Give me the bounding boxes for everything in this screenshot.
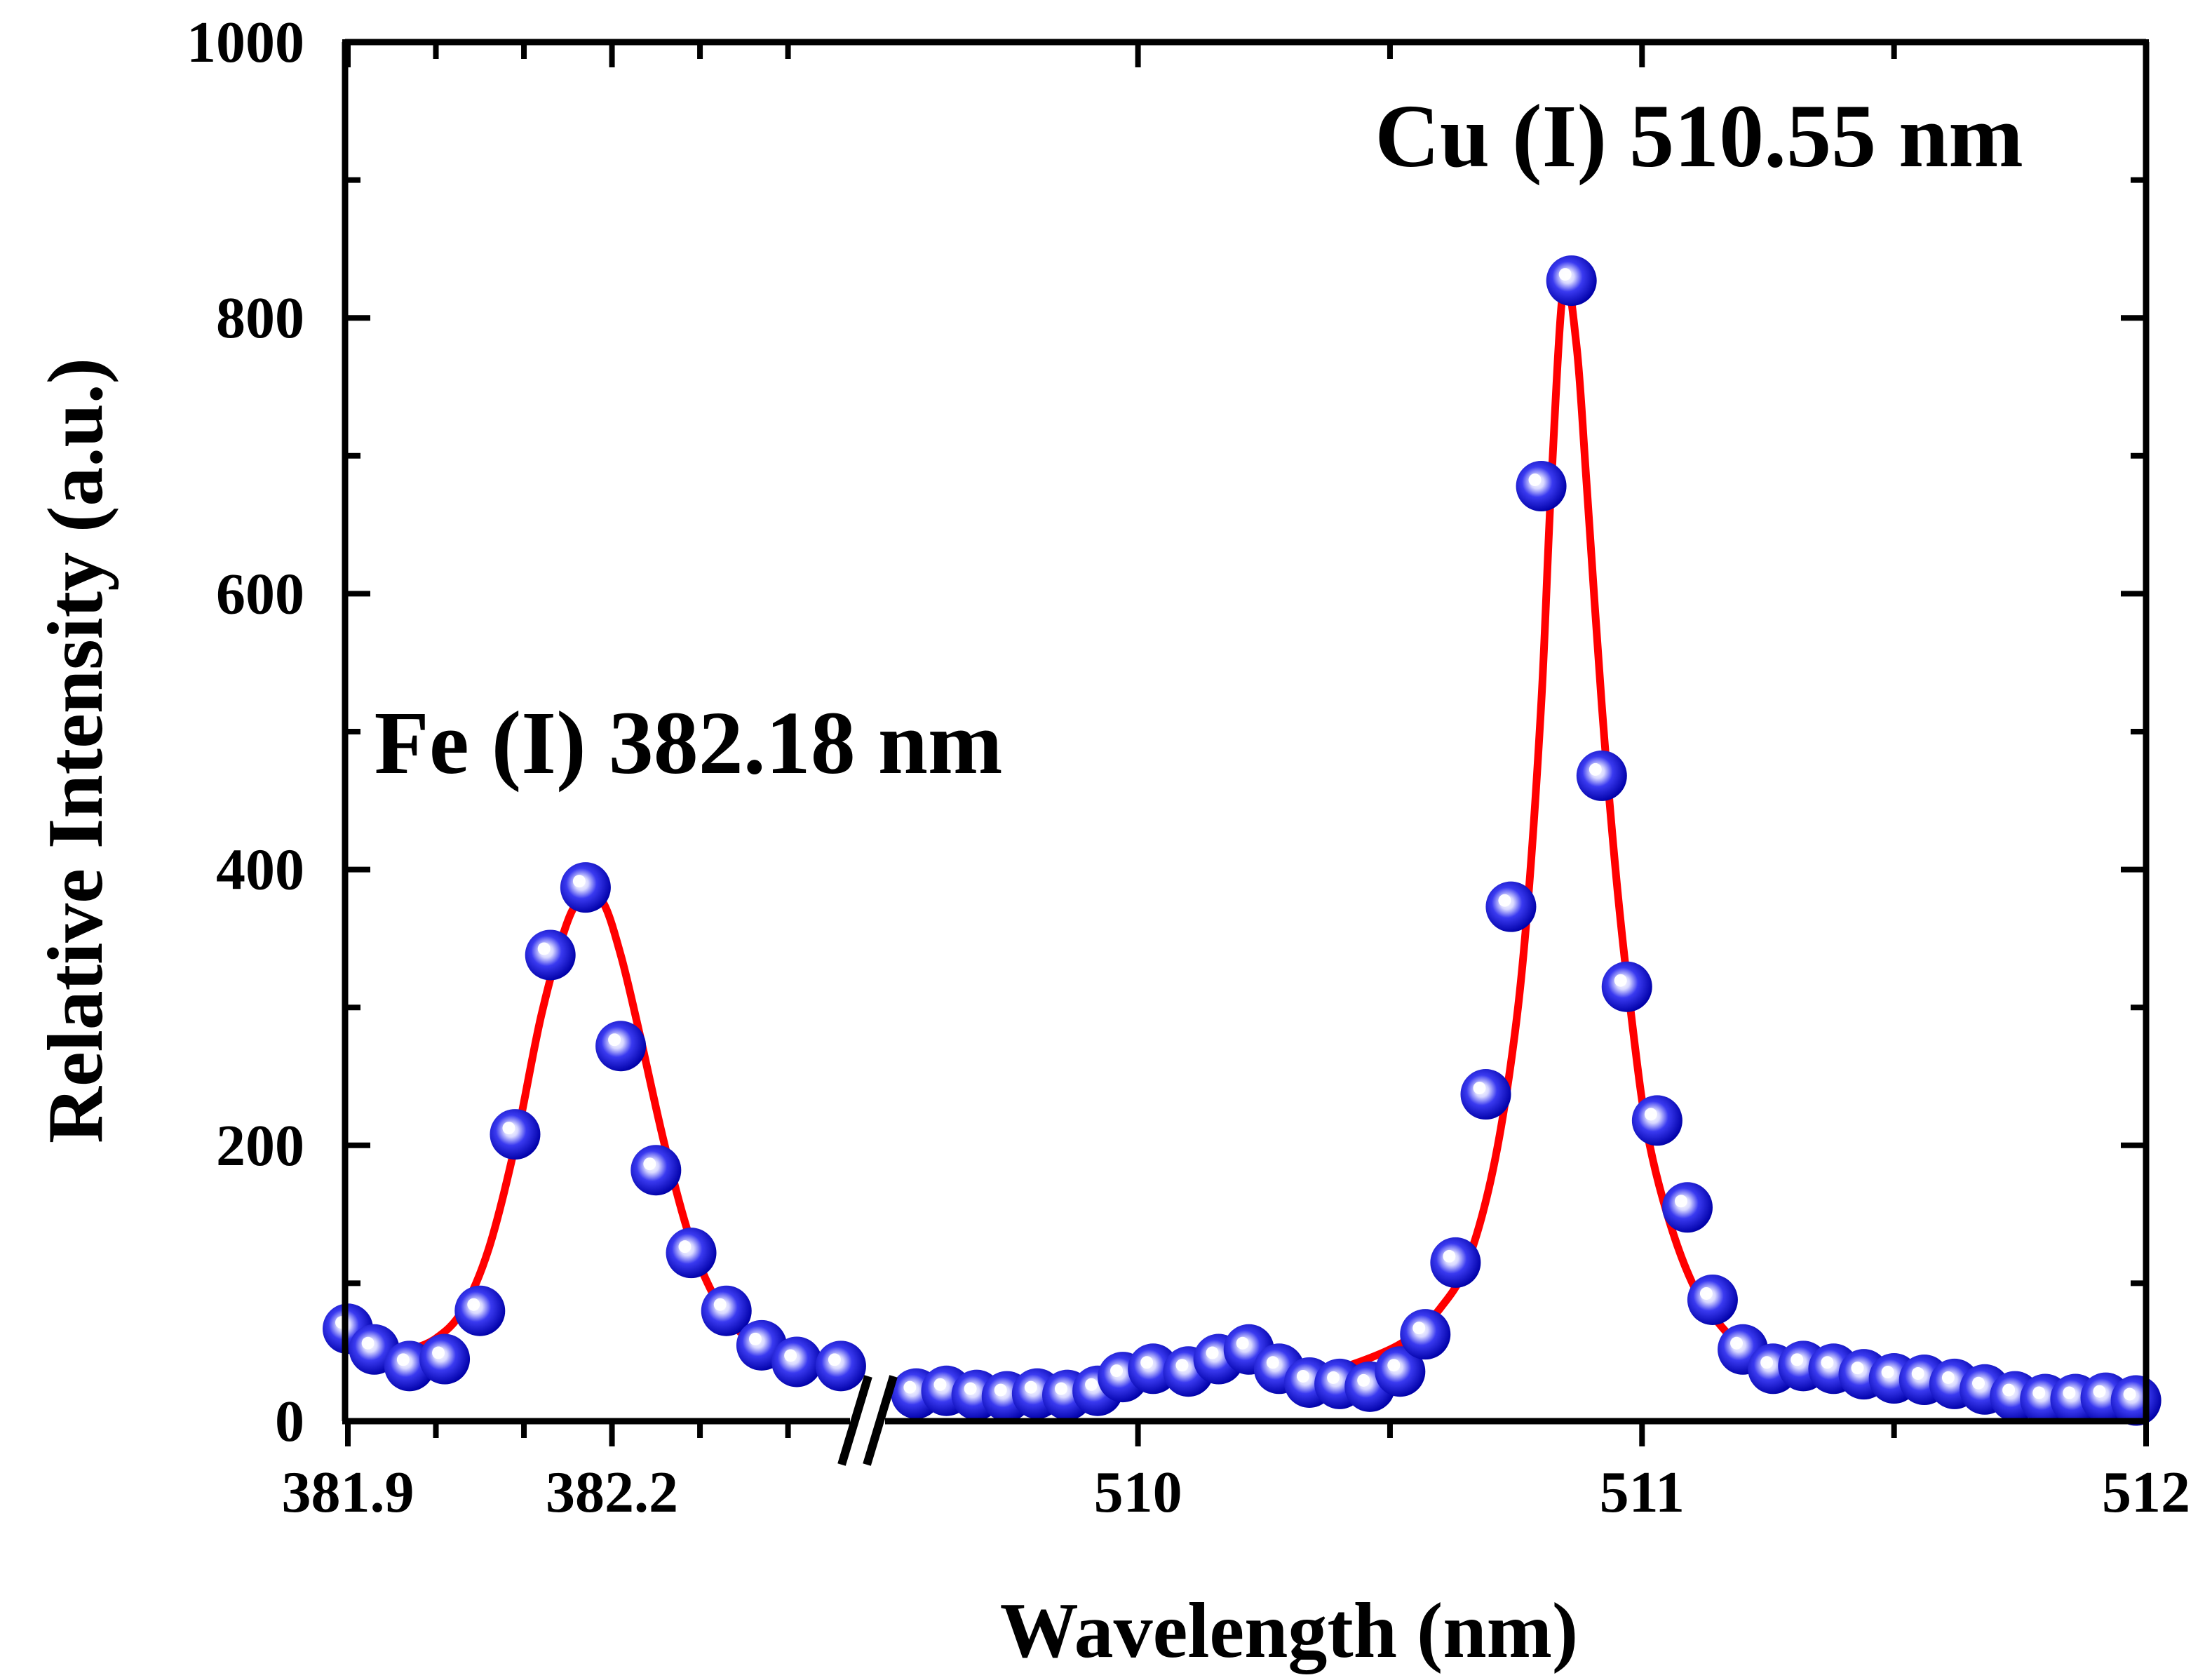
x-tick-label: 510 [1094,1460,1182,1525]
data-point [1516,461,1567,512]
cu-peak-annotation: Cu (I) 510.55 nm [1375,86,2023,186]
data-point [419,1333,471,1385]
data-point [771,1336,823,1387]
data-point [1460,1069,1511,1120]
axis-break-mark [837,1375,898,1466]
y-tick-label: 800 [216,285,304,351]
data-point [1400,1309,1451,1360]
x-axis-ticks: 381.9 382.2 510 511 512 [282,39,2190,1525]
data-point [630,1145,682,1196]
data-point [1576,750,1627,801]
axis-break-slash-2 [863,1375,898,1466]
data-point [1485,881,1537,932]
y-axis-ticks: 0 200 400 600 800 1000 [187,10,2149,1454]
data-point [666,1228,717,1279]
fe-peak-annotation: Fe (I) 382.18 nm [375,693,1003,793]
data-point [1430,1237,1481,1288]
data-point [525,929,576,981]
data-point [701,1285,752,1336]
data-point [595,1021,647,1072]
y-axis-title: Relative Intensity (a.u.) [32,358,119,1143]
data-point [815,1340,866,1392]
data-points [323,255,2162,1426]
y-tick-label: 400 [216,838,304,903]
axis-break-slash-1 [837,1375,872,1466]
data-point [1601,961,1652,1012]
data-point [454,1285,506,1336]
x-tick-label: 382.2 [546,1460,678,1525]
data-point [1375,1346,1426,1397]
fit-curve-1 [353,891,828,1364]
data-point [490,1109,541,1160]
x-tick-label: 381.9 [282,1460,414,1525]
data-point [1687,1274,1738,1325]
data-point [1661,1182,1713,1233]
y-tick-label: 200 [216,1113,304,1178]
data-point [1546,255,1597,307]
data-point [1631,1095,1682,1146]
x-tick-label: 511 [1600,1460,1685,1525]
y-tick-label: 600 [216,561,304,626]
fit-curve-2 [1285,274,1924,1398]
data-point [560,862,611,913]
x-axis-title: Wavelength (nm) [1000,1587,1578,1674]
y-tick-label: 0 [275,1389,304,1454]
y-tick-label: 1000 [187,10,304,75]
x-tick-label: 512 [2102,1460,2190,1525]
